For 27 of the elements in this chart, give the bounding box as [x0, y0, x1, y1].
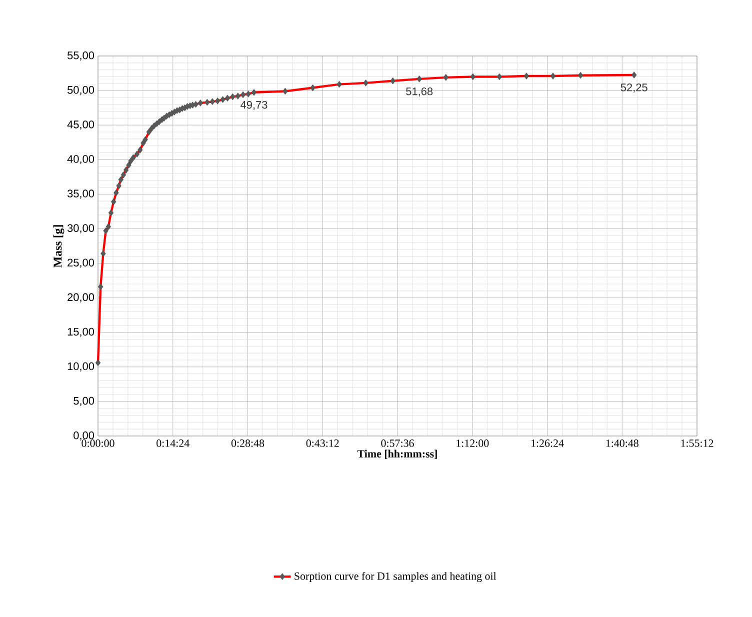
x-tick-label: 0:43:12: [306, 440, 339, 447]
x-tick-label: 0:57:36: [381, 440, 414, 447]
x-tick-label: 1:55:12: [681, 440, 714, 447]
y-tick-label: 10,00: [68, 362, 94, 372]
x-axis-title: Time [hh:mm:ss]: [357, 450, 437, 459]
x-tick-label: 1:40:48: [606, 440, 638, 447]
legend-label: Sorption curve for D1 samples and heating oil: [294, 572, 496, 582]
data-label: 51,68: [406, 87, 433, 97]
y-tick-label: 25,00: [68, 258, 94, 268]
x-tick-label: 0:28:48: [231, 440, 264, 447]
y-tick-label: 0,00: [74, 431, 94, 441]
y-tick-label: 15,00: [68, 328, 94, 337]
y-axis-title: Mass [g]: [53, 225, 64, 268]
y-tick-label: 30,00: [67, 224, 94, 234]
y-tick-label: 20,00: [68, 293, 94, 302]
y-tick-label: 55,00: [67, 51, 94, 61]
x-tick-label: 1:26:24: [531, 440, 564, 447]
x-tick-label: 1:12:00: [456, 440, 489, 447]
y-tick-label: 50,00: [67, 86, 94, 96]
y-tick-label: 5,00: [74, 396, 94, 406]
data-label: 49,73: [240, 100, 268, 110]
y-tick-label: 45,00: [67, 120, 94, 130]
x-tick-label: 0:14:24: [156, 440, 190, 447]
data-label: 52,25: [620, 84, 648, 93]
y-tick-label: 35,00: [67, 190, 94, 199]
y-tick-label: 40,00: [67, 155, 94, 164]
x-tick-label: 0:00:00: [82, 440, 114, 447]
